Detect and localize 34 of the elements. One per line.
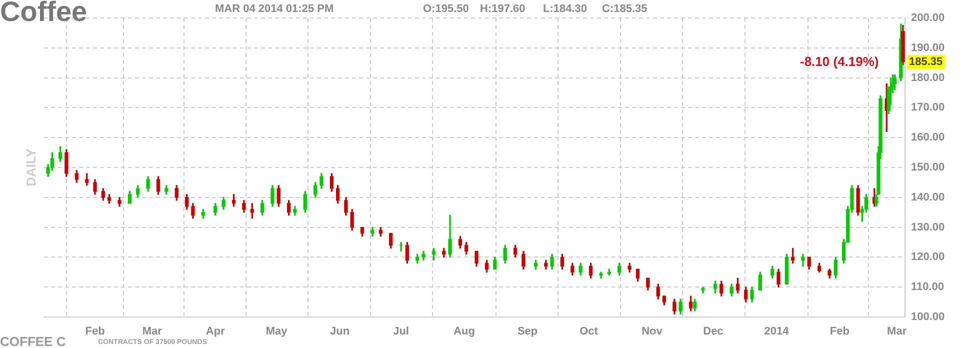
y-tick-label: 170.00	[911, 102, 945, 114]
text: MAR 04 2014 01:25 PM	[215, 3, 334, 15]
x-tick-label: Sep	[517, 326, 538, 338]
x-tick-label: Mar	[142, 326, 163, 338]
text: L:184.30	[543, 3, 588, 15]
text: C:185.35	[602, 3, 648, 15]
x-tick-label: Oct	[580, 326, 598, 338]
x-tick-label: May	[266, 326, 288, 338]
y-tick-label: 140.00	[911, 191, 945, 204]
y-tick-label: 120.00	[911, 251, 945, 264]
x-tick-label: Feb	[830, 326, 850, 338]
x-tick-label: Mar	[887, 326, 908, 338]
y-tick-label: 100.00	[911, 311, 945, 324]
x-tick-label: Jun	[330, 326, 350, 338]
chart-title: Coffee	[0, 0, 88, 28]
x-tick-label: Apr	[206, 326, 226, 338]
x-tick-label: 2014	[764, 326, 790, 338]
x-tick-label: Dec	[703, 326, 724, 338]
y-tick-label: 110.00	[911, 281, 944, 294]
annotation: 185.35	[907, 54, 945, 69]
y-tick-label: 150.00	[911, 162, 945, 174]
annotation: -8.10 (4.19%)	[800, 54, 879, 69]
x-tick-label: Jul	[393, 326, 410, 338]
x-tick-label: Feb	[85, 326, 106, 338]
text: H:197.60	[480, 3, 526, 15]
y-tick-label: 180.00	[911, 72, 945, 84]
x-tick-label: Nov	[642, 326, 664, 338]
x-tick-label: Aug	[454, 326, 475, 338]
y-tick-label: 160.00	[911, 132, 945, 144]
text: O:195.50	[423, 3, 469, 15]
text: COFFEE C	[0, 334, 66, 348]
y-tick-label: 130.00	[911, 221, 945, 234]
y-tick-label: 200.00	[911, 12, 945, 24]
y-tick-label: 190.00	[911, 42, 945, 54]
